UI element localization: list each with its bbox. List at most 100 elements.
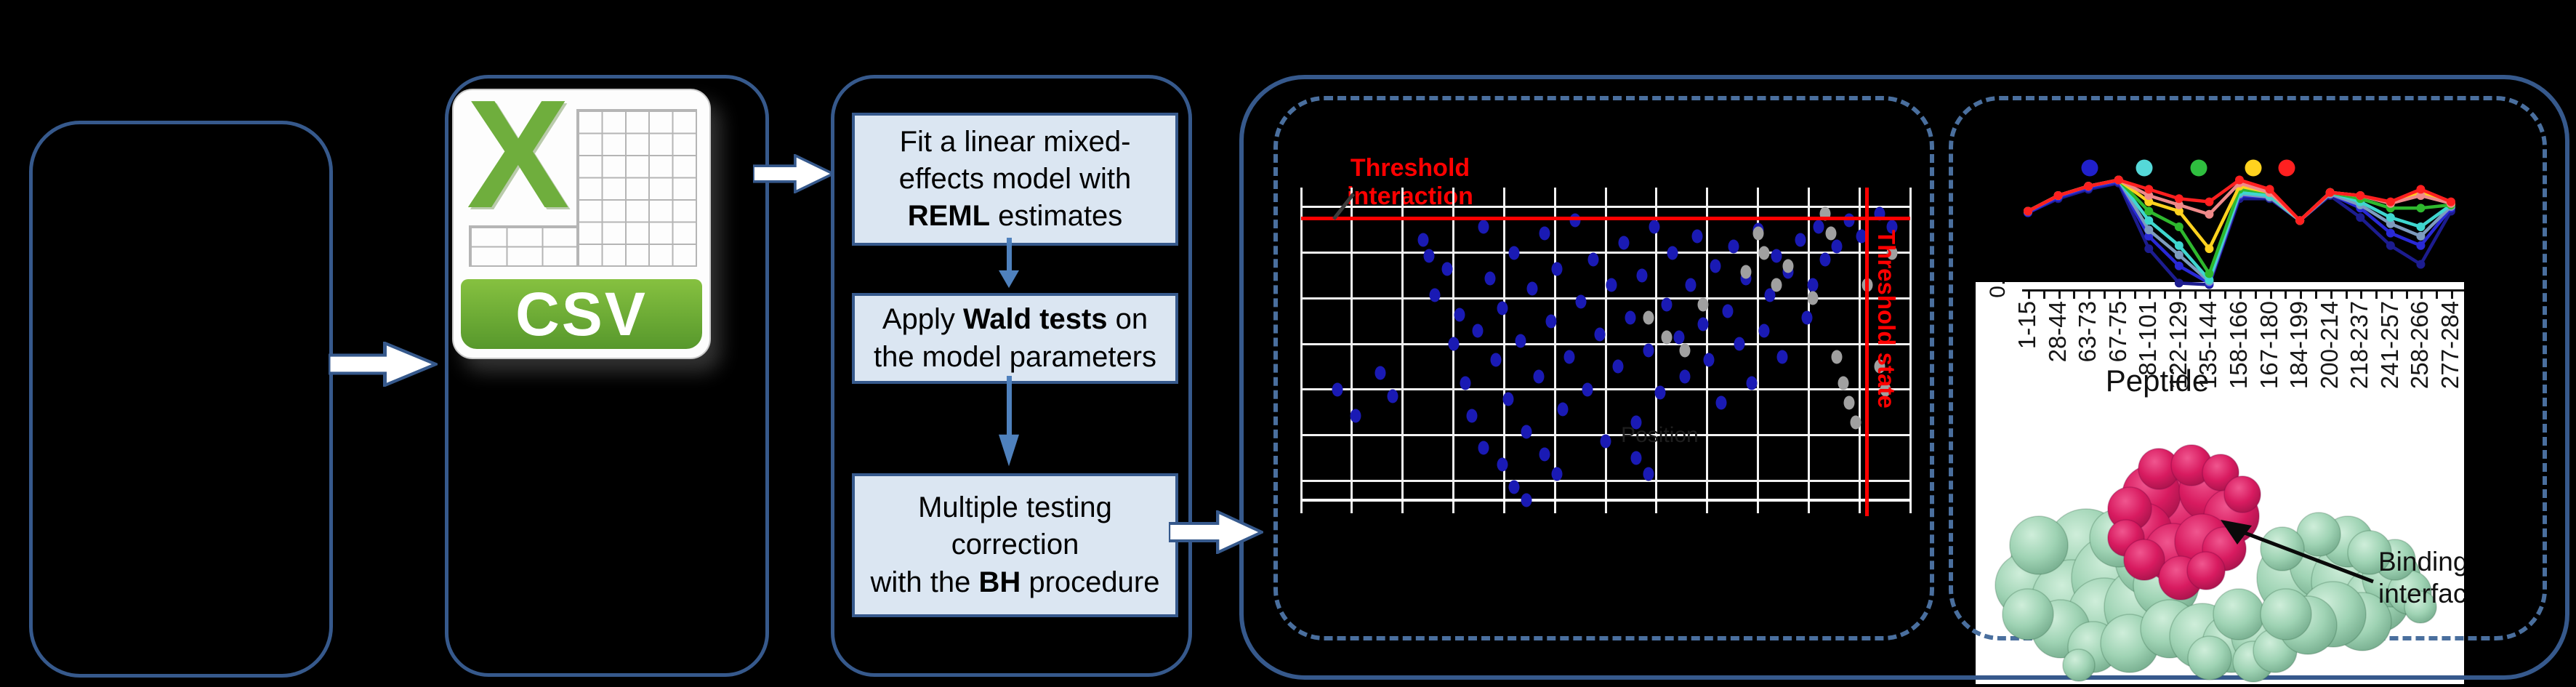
x-tick	[2436, 292, 2439, 299]
scatter-point	[1807, 291, 1819, 305]
threshold-state-line	[1864, 188, 1869, 517]
scatter-title: Threshold interaction	[1347, 154, 1473, 210]
scatter-point	[1484, 271, 1496, 286]
scatter-point	[1466, 409, 1478, 423]
scatter-point	[1771, 249, 1782, 263]
gridline-v	[1858, 188, 1861, 513]
scatter-x-axis	[1301, 498, 1910, 502]
panel-pipeline-box: Fit a linear mixed-effects model with REM…	[831, 75, 1192, 677]
x-tick	[2269, 292, 2272, 299]
scatter-point	[1654, 385, 1666, 400]
scatter-point	[1497, 301, 1508, 316]
scatter-point	[1612, 359, 1624, 374]
gridline-h	[1301, 206, 1910, 209]
protein-structure-image: Binding interface	[1984, 396, 2464, 684]
panel-csv-box	[445, 75, 769, 677]
scatter-point	[1625, 310, 1636, 325]
scatter-point	[1423, 249, 1435, 263]
scatter-point	[1448, 337, 1459, 351]
threshold-state-label: Threshold state	[1873, 230, 1900, 409]
scatter-point	[1630, 451, 1642, 465]
scatter-point	[1838, 376, 1849, 390]
scatter-point	[1795, 233, 1806, 247]
csv-banner-label: CSV	[515, 279, 648, 348]
scatter-point	[1636, 268, 1648, 283]
scatter-point	[1679, 343, 1691, 358]
flow-arrow-right-icon	[753, 154, 834, 193]
flow-arrow-down-icon	[999, 376, 1019, 467]
legend-dot	[2278, 159, 2295, 177]
scatter-point	[1515, 334, 1526, 348]
scatter-point	[1332, 382, 1343, 397]
scatter-point	[1490, 353, 1502, 367]
threshold-interaction-line	[1301, 216, 1910, 220]
scatter-point	[1697, 297, 1709, 312]
scatter-point	[1600, 434, 1611, 449]
uptake-x-axis-title: Peptide	[2105, 363, 2210, 398]
x-tick	[2375, 292, 2378, 299]
scatter-point	[1874, 359, 1885, 374]
x-tick	[2149, 292, 2152, 299]
legend-dot	[2081, 159, 2098, 177]
scatter-point	[1478, 441, 1489, 455]
legend-dot	[2245, 159, 2262, 177]
x-tick	[2058, 292, 2061, 299]
dashed-panel-scatter	[1273, 96, 1934, 640]
scatter-point	[1691, 229, 1703, 244]
scatter-point	[1831, 350, 1843, 364]
gridline-v	[1401, 188, 1404, 513]
scatter-point	[1856, 229, 1867, 244]
scatter-point	[1850, 415, 1861, 430]
scatter-point	[1697, 317, 1709, 332]
legend-dot	[2190, 159, 2207, 177]
gridline-v	[1909, 188, 1912, 513]
excel-x-glyph: X	[467, 89, 570, 240]
x-tick	[2390, 292, 2393, 299]
scatter-point	[1661, 297, 1673, 312]
x-tick	[2073, 292, 2076, 299]
scatter-point	[1508, 246, 1520, 260]
scatter-point	[1703, 353, 1715, 367]
scatter-point	[1587, 252, 1599, 267]
scatter-faint-axis-label: Position	[1621, 423, 1699, 447]
scatter-point	[1740, 265, 1752, 279]
scatter-point	[1685, 278, 1696, 292]
gridline-v	[1553, 188, 1556, 513]
x-tick	[2118, 292, 2121, 299]
flow-arrow-down-icon	[999, 238, 1019, 289]
x-tick	[2285, 292, 2287, 299]
x-tick	[2088, 292, 2091, 299]
csv-banner: CSV	[461, 279, 702, 349]
gridline-v	[1502, 188, 1505, 513]
gridline-v	[1300, 188, 1303, 513]
scatter-point	[1758, 324, 1770, 338]
gridline-v	[1604, 188, 1607, 513]
x-tick	[2194, 292, 2197, 299]
gridline-v	[1655, 188, 1658, 513]
scatter-point	[1643, 467, 1654, 481]
spreadsheet-grid-lower	[469, 225, 579, 268]
scatter-point	[1521, 493, 1532, 507]
x-tick	[2405, 292, 2408, 299]
scatter-point	[1649, 220, 1660, 234]
scatter-point	[1441, 262, 1453, 276]
scatter-point	[1843, 395, 1855, 410]
scatter-point	[1502, 392, 1514, 406]
x-tick	[2224, 292, 2227, 299]
gridline-h	[1301, 342, 1910, 345]
scatter-point	[1594, 327, 1606, 342]
scatter-point	[1758, 246, 1770, 260]
scatter-point	[1886, 246, 1898, 260]
scatter-point	[1374, 366, 1386, 380]
gridline-h	[1301, 388, 1910, 391]
scatter-point	[1417, 233, 1429, 247]
scatter-point	[1606, 278, 1617, 292]
gridline-h	[1301, 297, 1910, 300]
scatter-point	[1551, 262, 1563, 276]
x-tick	[2300, 292, 2303, 299]
x-tick	[2254, 292, 2257, 299]
x-tick	[2314, 292, 2317, 299]
scatter-point	[1497, 457, 1508, 472]
binding-interface-label: Binding interface	[2378, 547, 2464, 608]
gridline-v	[1757, 188, 1759, 513]
